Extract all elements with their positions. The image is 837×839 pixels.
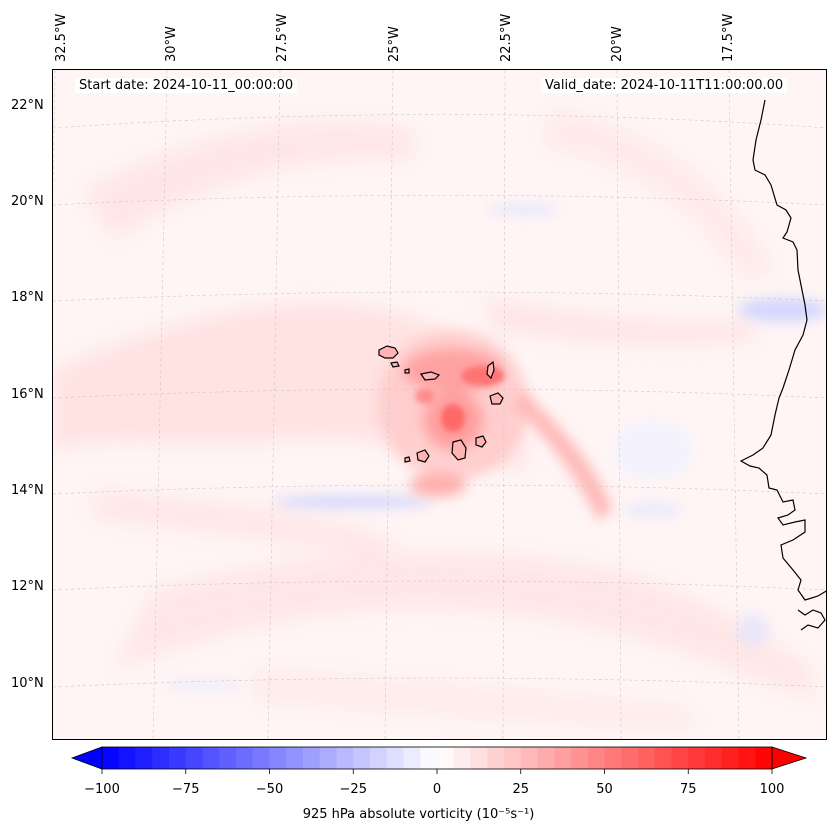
colorbar-step bbox=[587, 747, 605, 769]
colorbar-steps bbox=[102, 747, 773, 769]
colorbar-step bbox=[487, 747, 505, 769]
lon-label-20w: 20°W bbox=[610, 26, 625, 62]
colorbar-step bbox=[420, 747, 438, 769]
lat-label-22n: 22°N bbox=[11, 98, 44, 113]
colorbar-step bbox=[571, 747, 589, 769]
colorbar-ticks bbox=[101, 769, 773, 774]
lon-label-27-5w: 27.5°W bbox=[275, 13, 290, 62]
colorbar-tick-label: −100 bbox=[84, 782, 120, 797]
colorbar-step bbox=[721, 747, 739, 769]
colorbar-step bbox=[303, 747, 321, 769]
colorbar-step bbox=[135, 747, 153, 769]
coastline bbox=[739, 99, 826, 631]
colorbar-step bbox=[453, 747, 471, 769]
colorbar-step bbox=[286, 747, 304, 769]
map-canvas bbox=[53, 70, 826, 739]
colorbar-step bbox=[269, 747, 287, 769]
colorbar-step bbox=[152, 747, 170, 769]
colorbar-step bbox=[185, 747, 203, 769]
island-sao-vicente bbox=[390, 361, 400, 368]
colorbar-step bbox=[705, 747, 723, 769]
colorbar-step bbox=[169, 747, 187, 769]
lat-label-10n: 10°N bbox=[11, 676, 44, 691]
lat-label-12n: 12°N bbox=[11, 579, 44, 594]
colorbar-tick-label: −50 bbox=[255, 782, 284, 797]
island-maio bbox=[475, 435, 487, 448]
cyclone-vorticity-peak bbox=[415, 366, 505, 432]
colorbar-step bbox=[403, 747, 421, 769]
island-sao-nicolau bbox=[420, 371, 441, 381]
gridline-lon-22-5w bbox=[502, 70, 506, 739]
colorbar-tick-label: 0 bbox=[432, 782, 442, 797]
colorbar-tick-label: 50 bbox=[596, 782, 613, 797]
colorbar-step bbox=[437, 747, 455, 769]
island-santa-luzia bbox=[404, 368, 410, 374]
colorbar-step bbox=[353, 747, 371, 769]
colorbar-tick-label: −75 bbox=[172, 782, 200, 797]
colorbar-step bbox=[504, 747, 522, 769]
colorbar-step bbox=[252, 747, 270, 769]
lon-label-30w: 30°W bbox=[164, 26, 179, 62]
colorbar-step bbox=[336, 747, 354, 769]
cape-verde-islands bbox=[378, 345, 504, 463]
colorbar-tick-label: 75 bbox=[679, 782, 697, 797]
vorticity-field-negative bbox=[163, 205, 826, 690]
gridline-lon-17-5w bbox=[728, 70, 740, 739]
colorbar-step bbox=[202, 747, 220, 769]
lat-label-14n: 14°N bbox=[11, 483, 44, 498]
valid-date-label: Valid_date: 2024-10-11T11:00:00.00 bbox=[541, 78, 788, 93]
colorbar-step bbox=[537, 747, 555, 769]
colorbar-tick-label: 100 bbox=[759, 782, 785, 797]
graticule bbox=[53, 70, 826, 739]
colorbar-step bbox=[236, 747, 254, 769]
colorbar-extend-max bbox=[771, 746, 808, 770]
island-santiago bbox=[451, 439, 467, 461]
lon-label-25w: 25°W bbox=[387, 26, 402, 62]
gridline-lon-30w bbox=[152, 70, 168, 739]
coastline-bissagos bbox=[797, 609, 826, 631]
colorbar-step bbox=[671, 747, 689, 769]
island-boa-vista bbox=[489, 392, 504, 405]
colorbar-step bbox=[554, 747, 572, 769]
colorbar-tick-label: 25 bbox=[512, 782, 530, 797]
colorbar-step bbox=[755, 747, 773, 769]
colorbar-graphic bbox=[70, 746, 808, 774]
colorbar-step bbox=[604, 747, 622, 769]
colorbar-extend-min bbox=[70, 746, 103, 770]
lat-label-16n: 16°N bbox=[11, 387, 44, 402]
colorbar-step bbox=[738, 747, 756, 769]
lat-label-20n: 20°N bbox=[11, 194, 44, 209]
colorbar-step bbox=[386, 747, 404, 769]
gridline-lon-25w bbox=[384, 70, 394, 739]
island-brava bbox=[404, 456, 411, 463]
lon-label-17-5w: 17.5°W bbox=[721, 13, 736, 62]
colorbar-step bbox=[219, 747, 237, 769]
colorbar-step bbox=[470, 747, 488, 769]
colorbar-step bbox=[370, 747, 388, 769]
lat-label-18n: 18°N bbox=[11, 290, 44, 305]
colorbar-step bbox=[688, 747, 706, 769]
gridline-lon-20w bbox=[616, 70, 622, 739]
coastline-africa bbox=[739, 99, 826, 601]
colorbar-step bbox=[654, 747, 672, 769]
colorbar-step bbox=[319, 747, 337, 769]
gridline-lon-27-5w bbox=[267, 70, 281, 739]
colorbar-step bbox=[621, 747, 639, 769]
colorbar-step bbox=[102, 747, 120, 769]
vorticity-map[interactable] bbox=[52, 69, 827, 740]
colorbar-tick-label: −25 bbox=[339, 782, 367, 797]
island-sal bbox=[486, 360, 495, 380]
colorbar-step bbox=[520, 747, 538, 769]
colorbar-step bbox=[118, 747, 136, 769]
colorbar-title: 925 hPa absolute vorticity (10⁻⁵s⁻¹) bbox=[302, 807, 535, 822]
start-date-label: Start date: 2024-10-11_00:00:00 bbox=[75, 78, 298, 93]
lon-label-32-5w: 32.5°W bbox=[54, 13, 69, 62]
island-santo-antao bbox=[378, 345, 399, 359]
lon-label-22-5w: 22.5°W bbox=[499, 13, 514, 62]
colorbar bbox=[0, 742, 837, 839]
colorbar-step bbox=[638, 747, 656, 769]
island-fogo bbox=[416, 449, 430, 463]
